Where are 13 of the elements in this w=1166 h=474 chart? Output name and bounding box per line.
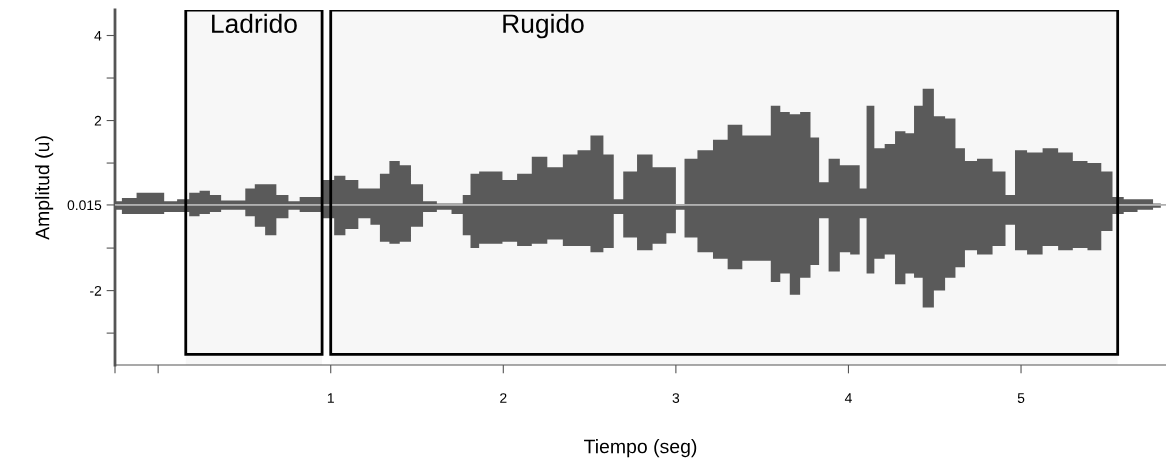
y-tick-label: 0.015	[67, 200, 102, 211]
band-label: Ladrido	[212, 13, 297, 34]
x-tick-label: 4	[844, 393, 852, 403]
x-tick-label: 2	[500, 393, 507, 403]
y-tick-label: 2	[94, 115, 102, 126]
band-label: Rugido	[503, 13, 584, 39]
x-tick-label: 1	[327, 393, 334, 403]
y-tick-label: 4	[94, 30, 102, 41]
y-tick-label: -2	[90, 285, 102, 296]
x-tick-label: 5	[1017, 393, 1025, 403]
x-axis-title: Tiempo (seg)	[584, 439, 697, 458]
y-axis-title: Amplitud (u)	[35, 136, 54, 240]
x-tick-label: 3	[672, 393, 680, 403]
